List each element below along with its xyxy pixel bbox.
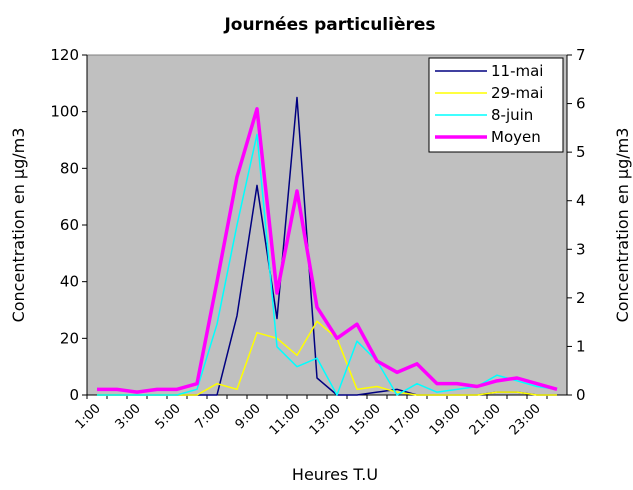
x-tick-label: 19:00 bbox=[427, 401, 464, 438]
series-line bbox=[97, 107, 558, 394]
y-tick-label: 80 bbox=[60, 159, 79, 177]
y2-tick-label: 7 bbox=[576, 46, 586, 64]
y2-tick-label: 0 bbox=[576, 386, 586, 404]
x-tick-label: 11:00 bbox=[267, 401, 304, 438]
x-tick-label: 7:00 bbox=[193, 401, 224, 432]
legend-label: 11-mai bbox=[491, 62, 543, 80]
legend-label: 29-mai bbox=[491, 84, 543, 102]
y-axis-label: Concentration en µg/m3 bbox=[9, 128, 28, 323]
x-tick-label: 13:00 bbox=[307, 401, 344, 438]
y-tick-label: 120 bbox=[50, 46, 79, 64]
x-tick-label: 23:00 bbox=[507, 401, 544, 438]
y2-tick-label: 2 bbox=[576, 289, 586, 307]
y2-tick-label: 1 bbox=[576, 337, 586, 355]
y-tick-label: 20 bbox=[60, 329, 79, 347]
legend-label: Moyen bbox=[491, 128, 541, 146]
y2-tick-label: 6 bbox=[576, 95, 586, 113]
chart-title: Journées particulières bbox=[223, 15, 435, 35]
x-tick-label: 5:00 bbox=[153, 401, 184, 432]
x-tick-label: 3:00 bbox=[113, 401, 144, 432]
y2-tick-label: 5 bbox=[576, 143, 586, 161]
y-tick-label: 0 bbox=[69, 386, 79, 404]
x-axis-label: Heures T.U bbox=[292, 465, 378, 484]
y2-tick-label: 4 bbox=[576, 192, 586, 210]
y2-tick-label: 3 bbox=[576, 240, 586, 258]
x-tick-label: 1:00 bbox=[73, 401, 104, 432]
x-tick-label: 21:00 bbox=[467, 401, 504, 438]
x-tick-label: 15:00 bbox=[347, 401, 384, 438]
y-tick-label: 60 bbox=[60, 216, 79, 234]
x-tick-label: 9:00 bbox=[233, 401, 264, 432]
legend-label: 8-juin bbox=[491, 106, 533, 124]
y-tick-label: 40 bbox=[60, 273, 79, 291]
x-tick-label: 17:00 bbox=[387, 401, 424, 438]
y2-axis-label: Concentration en µg/m3 bbox=[613, 128, 632, 323]
y-tick-label: 100 bbox=[50, 103, 79, 121]
